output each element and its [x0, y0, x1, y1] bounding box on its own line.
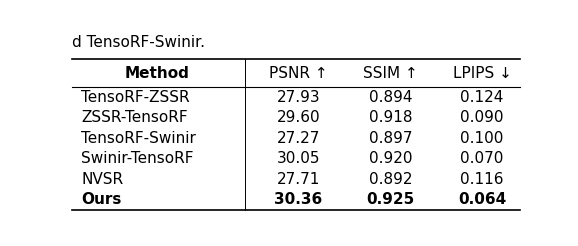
- Text: 0.064: 0.064: [458, 192, 506, 207]
- Text: 27.93: 27.93: [277, 90, 320, 105]
- Text: 0.124: 0.124: [461, 90, 504, 105]
- Text: Swinir-TensoRF: Swinir-TensoRF: [81, 151, 194, 166]
- Text: d TensoRF-Swinir.: d TensoRF-Swinir.: [72, 35, 205, 50]
- Text: SSIM ↑: SSIM ↑: [363, 66, 418, 81]
- Text: 0.894: 0.894: [369, 90, 412, 105]
- Text: 30.36: 30.36: [275, 192, 323, 207]
- Text: TensoRF-Swinir: TensoRF-Swinir: [81, 131, 196, 146]
- Text: 0.920: 0.920: [369, 151, 412, 166]
- Text: 0.918: 0.918: [369, 110, 412, 125]
- Text: 0.925: 0.925: [366, 192, 414, 207]
- Text: 0.897: 0.897: [369, 131, 412, 146]
- Text: 27.71: 27.71: [277, 172, 320, 187]
- Text: TensoRF-ZSSR: TensoRF-ZSSR: [81, 90, 190, 105]
- Text: 0.090: 0.090: [460, 110, 504, 125]
- Text: 27.27: 27.27: [277, 131, 320, 146]
- Text: Ours: Ours: [81, 192, 121, 207]
- Text: 0.100: 0.100: [461, 131, 504, 146]
- Text: NVSR: NVSR: [81, 172, 123, 187]
- Text: 29.60: 29.60: [277, 110, 320, 125]
- Text: ZSSR-TensoRF: ZSSR-TensoRF: [81, 110, 188, 125]
- Text: 0.116: 0.116: [460, 172, 504, 187]
- Text: 0.892: 0.892: [369, 172, 412, 187]
- Text: LPIPS ↓: LPIPS ↓: [453, 66, 512, 81]
- Text: 30.05: 30.05: [277, 151, 320, 166]
- Text: Method: Method: [125, 66, 190, 81]
- Text: 0.070: 0.070: [461, 151, 504, 166]
- Text: PSNR ↑: PSNR ↑: [269, 66, 328, 81]
